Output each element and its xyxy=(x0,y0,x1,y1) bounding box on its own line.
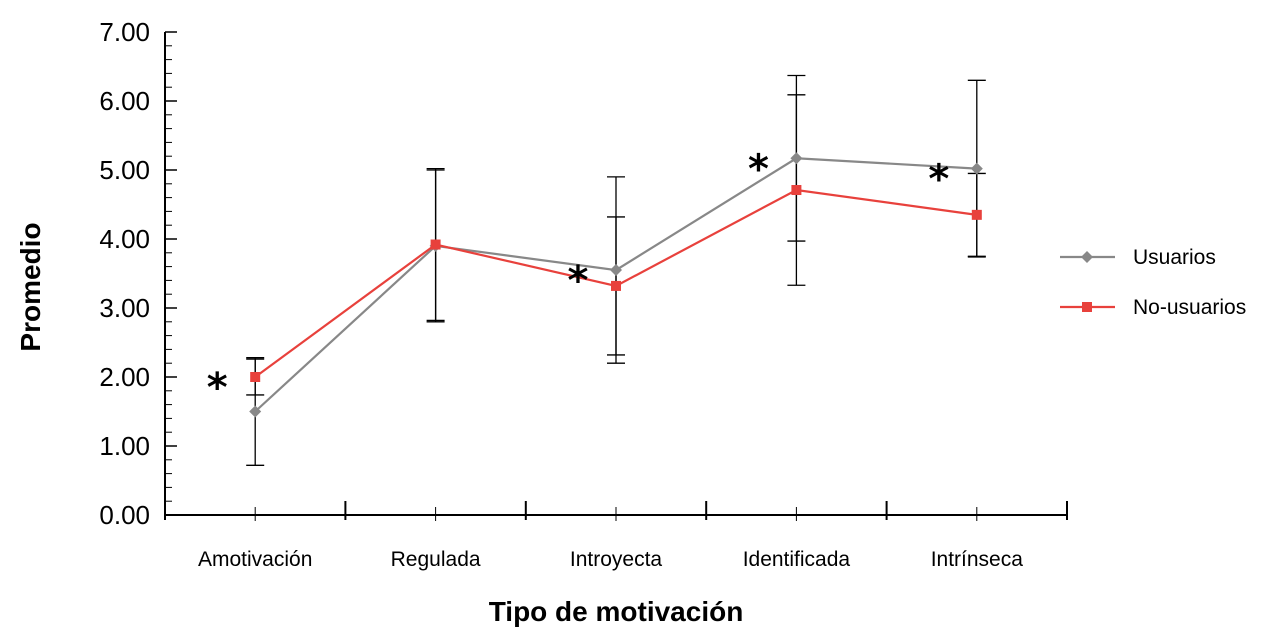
square-marker xyxy=(791,185,802,196)
square-marker xyxy=(1082,302,1092,312)
y-tick-label: 3.00 xyxy=(99,293,150,323)
legend: Usuarios No-usuarios xyxy=(1060,246,1246,319)
square-marker xyxy=(430,239,441,250)
diamond-marker xyxy=(610,264,622,277)
x-tick-label: Identificada xyxy=(743,548,851,571)
y-tick-label: 4.00 xyxy=(99,224,150,254)
x-tick-label: Introyecta xyxy=(570,548,663,571)
significance-star: * xyxy=(748,146,769,192)
significance-star: * xyxy=(928,157,949,203)
significance-star: * xyxy=(207,365,228,411)
legend-label: Usuarios xyxy=(1133,246,1216,269)
diamond-marker xyxy=(970,162,983,175)
y-tick-label: 1.00 xyxy=(99,431,150,461)
y-tick-label: 2.00 xyxy=(99,362,150,392)
y-tick-label: 0.00 xyxy=(99,500,150,530)
significance-star: * xyxy=(568,258,589,304)
x-tick-label: Intrínseca xyxy=(931,548,1024,571)
square-marker xyxy=(250,372,261,382)
series-lines xyxy=(249,152,983,418)
square-marker xyxy=(971,209,982,220)
y-tick-label: 5.00 xyxy=(99,155,150,185)
square-marker xyxy=(611,280,621,291)
x-tick-label: Amotivación xyxy=(198,548,312,571)
y-tick-label: 7.00 xyxy=(99,17,150,47)
x-tick-label: Regulada xyxy=(391,548,481,571)
diamond-marker xyxy=(1081,251,1093,263)
y-axis-title: Promedio xyxy=(15,222,46,351)
diamond-marker xyxy=(790,152,803,165)
axes: 0.00 1.00 2.00 3.00 4.00 5.00 6.00 7.00 Amotivac… xyxy=(99,17,1068,571)
legend-label: No-usuarios xyxy=(1133,296,1246,319)
diamond-marker xyxy=(249,405,262,418)
significance-markers: * * * * xyxy=(207,146,950,411)
x-axis-title: Tipo de motivación xyxy=(489,596,744,627)
y-tick-label: 6.00 xyxy=(99,86,150,116)
